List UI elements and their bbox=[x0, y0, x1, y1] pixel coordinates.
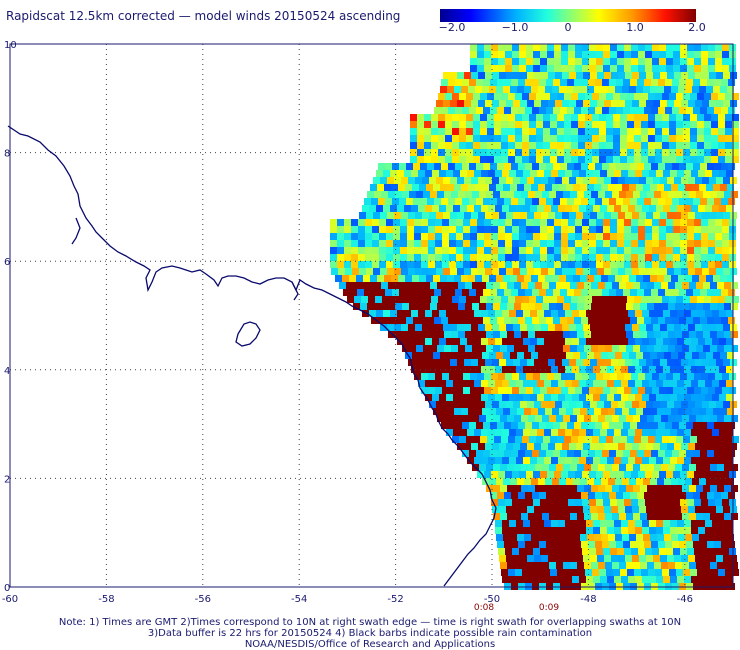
lon-tick-label: -50 bbox=[484, 594, 500, 605]
map-title: Rapidscat 12.5km corrected — model winds… bbox=[6, 9, 401, 23]
lat-tick-label: 6 bbox=[4, 257, 10, 268]
colorbar-gradient bbox=[440, 9, 696, 22]
map-gridlines bbox=[10, 44, 733, 587]
lon-tick-label: -58 bbox=[98, 594, 114, 605]
lon-tick-label: -48 bbox=[580, 594, 596, 605]
axis-labels: -60 -58 -56 -54 -52 -50 -48 -46 0 2 4 6 8 10 0:08 0:09 bbox=[2, 40, 693, 610]
colorbar bbox=[440, 9, 696, 22]
map-frame bbox=[9, 43, 734, 588]
colorbar-label: 2.0 bbox=[688, 21, 706, 34]
lat-tick-label: 10 bbox=[4, 40, 17, 51]
island bbox=[235, 321, 261, 347]
lon-tick-label: -56 bbox=[195, 594, 211, 605]
lat-tick-label: 2 bbox=[4, 474, 10, 485]
colorbar-label: −2.0 bbox=[438, 21, 466, 34]
wind-difference-swath bbox=[330, 44, 739, 590]
note-line-1: Note: 1) Times are GMT 2)Times correspon… bbox=[58, 617, 682, 628]
coastline bbox=[7, 125, 497, 587]
lon-tick-label: -52 bbox=[387, 594, 403, 605]
lat-tick-label: 0 bbox=[4, 583, 10, 594]
colorbar-label: 0 bbox=[564, 21, 572, 34]
swath-time-label: 0:08 bbox=[474, 603, 494, 610]
note-line-3: NOAA/NESDIS/Office of Research and Appli… bbox=[244, 639, 496, 650]
lon-tick-label: -54 bbox=[291, 594, 307, 605]
lon-tick-label: -60 bbox=[2, 594, 18, 605]
swath-time-label: 0:09 bbox=[539, 603, 559, 610]
note-line-2: 3)Data buffer is 22 hrs for 20150524 4) … bbox=[147, 628, 593, 639]
wind-map: -60 -58 -56 -54 -52 -50 -48 -46 0 2 4 6 8 10 0:08 0:09 bbox=[2, 40, 739, 610]
colorbar-label: 1.0 bbox=[626, 21, 644, 34]
lat-tick-label: 8 bbox=[4, 149, 10, 160]
lat-tick-label: 4 bbox=[4, 366, 10, 377]
lon-tick-label: -46 bbox=[677, 594, 693, 605]
colorbar-label: −1.0 bbox=[501, 21, 529, 34]
